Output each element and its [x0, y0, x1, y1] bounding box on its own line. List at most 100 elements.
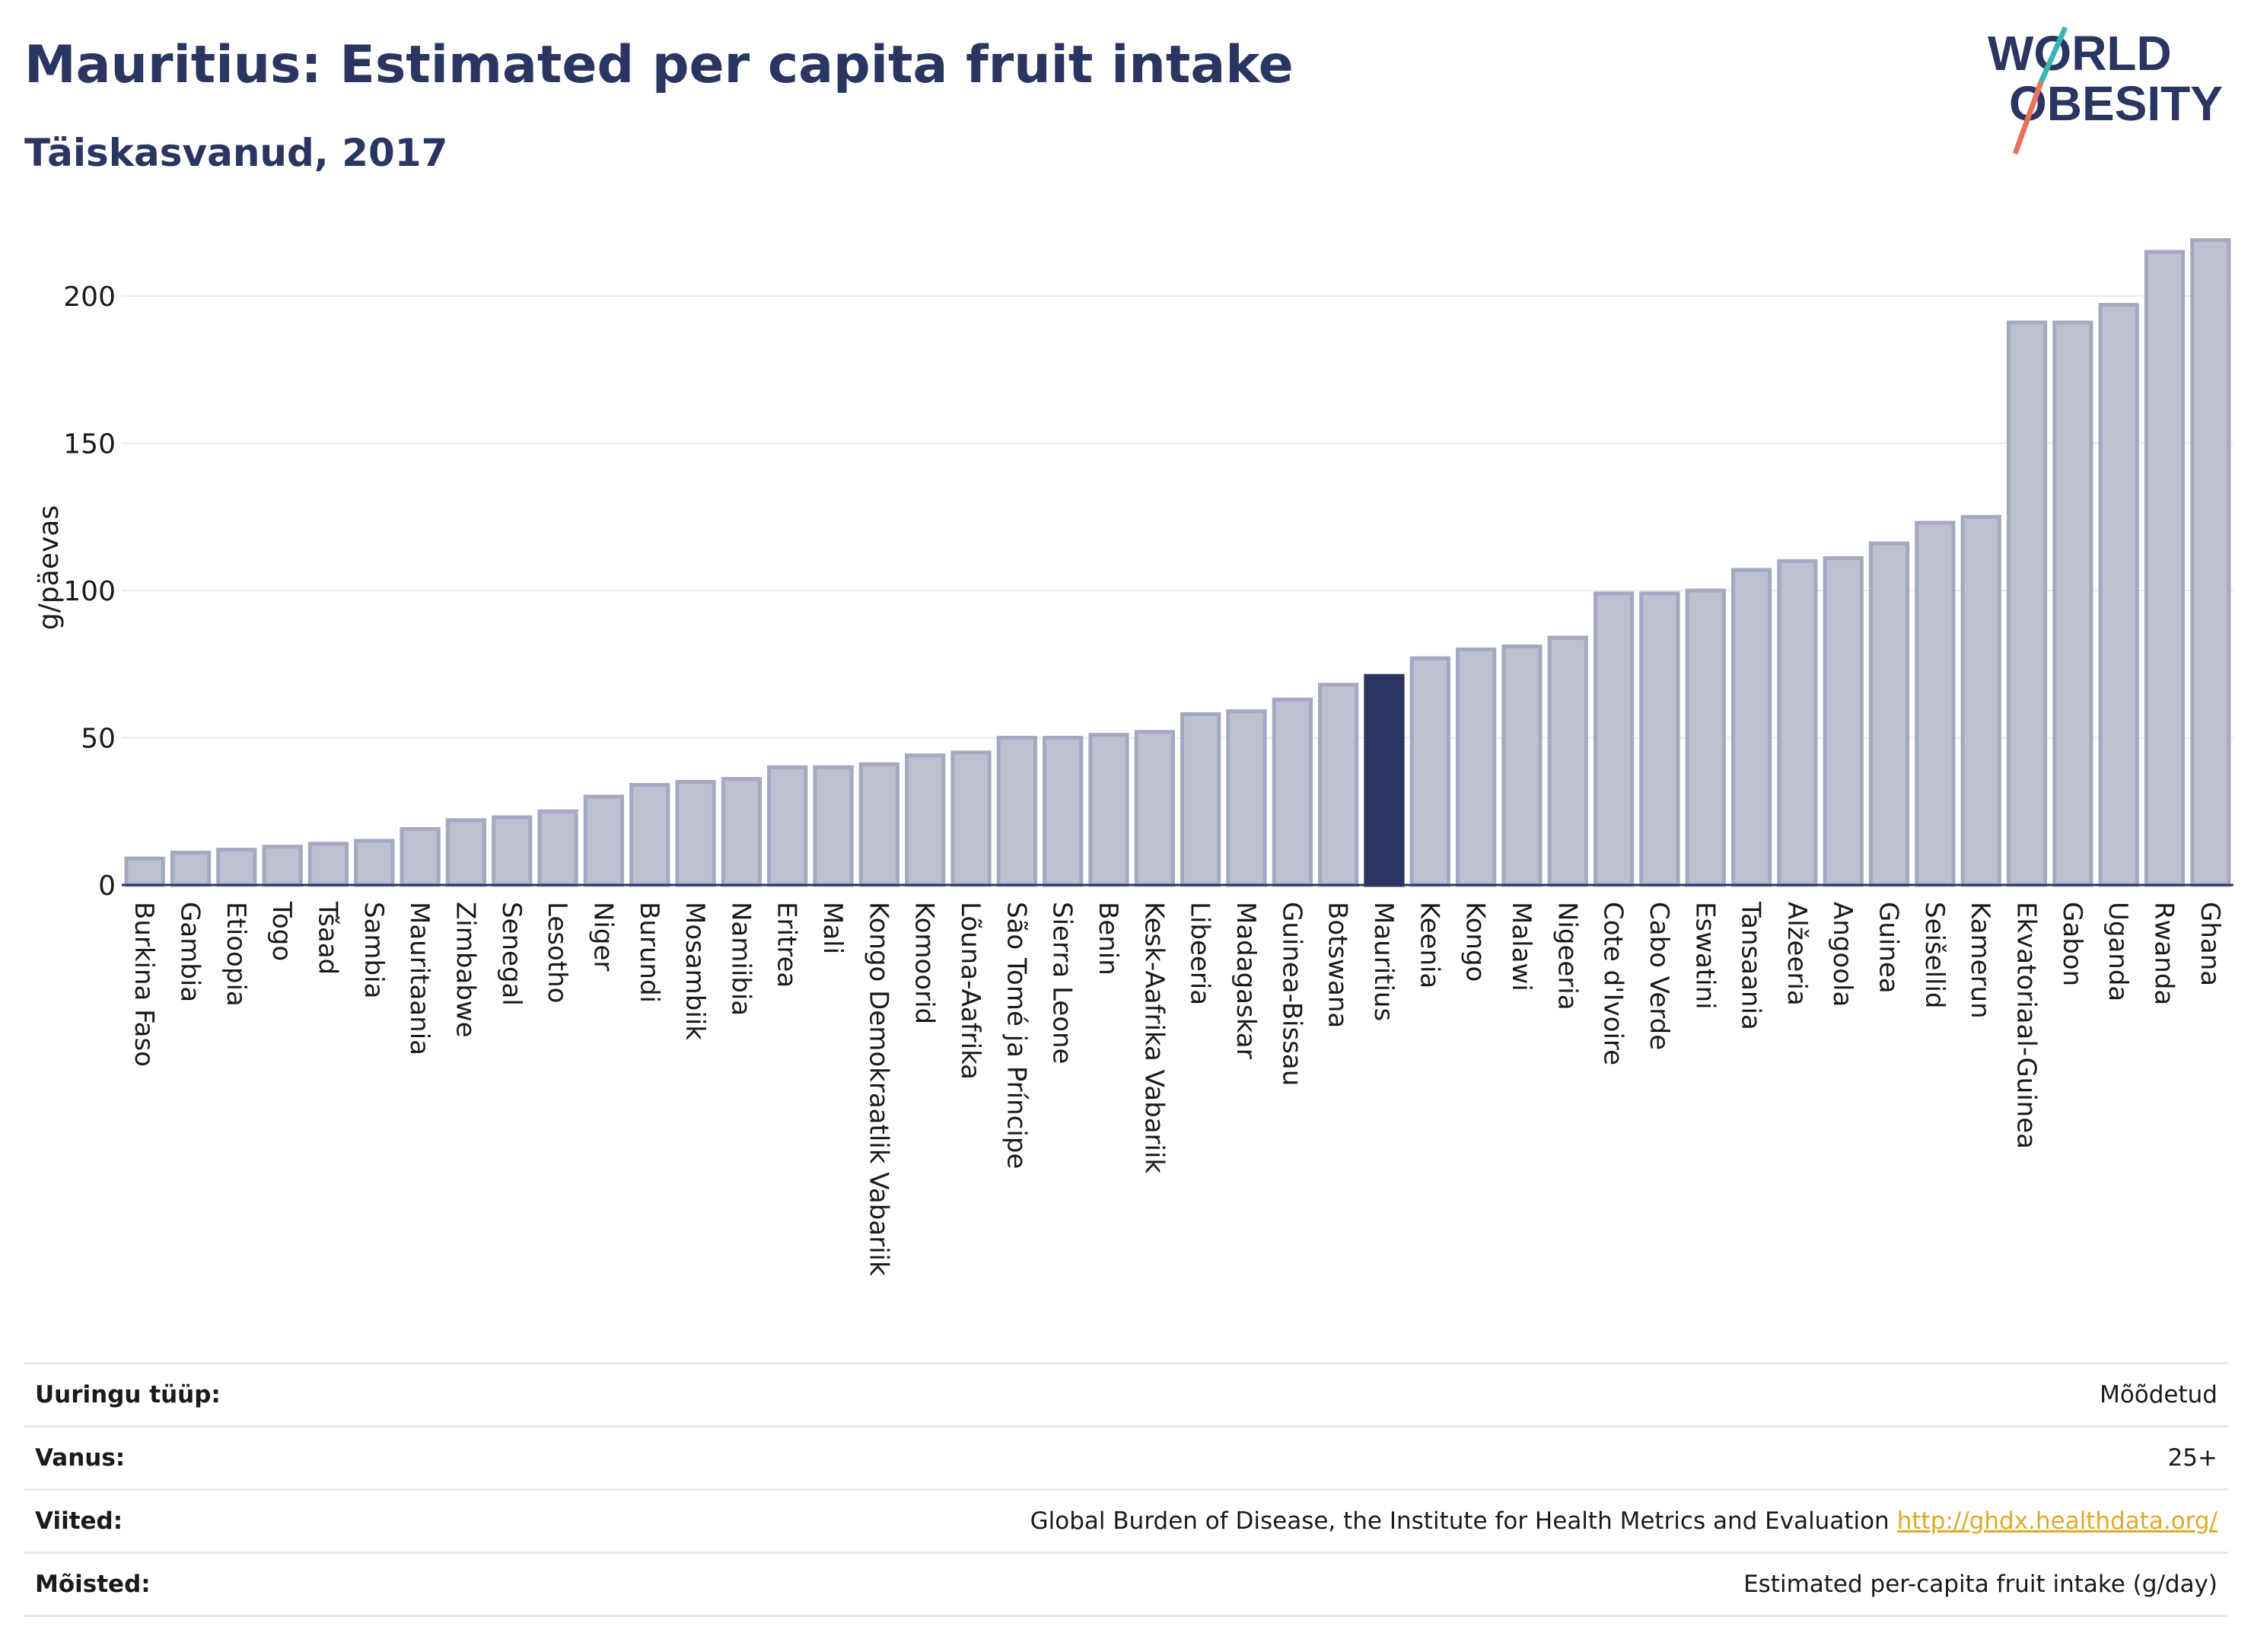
bar-42 [2052, 320, 2093, 887]
bar-17 [905, 753, 946, 887]
meta-value: Mõõdetud [2100, 1381, 2218, 1408]
logo-slash-teal [2038, 26, 2068, 84]
bar-13 [721, 777, 763, 887]
x-tick-label: Mosambiik [680, 902, 710, 1040]
x-tick-label: Seišellid [1919, 902, 1950, 1009]
bar-33 [1639, 591, 1680, 887]
bar-chart: 0 50 100 150 200 Burkina Faso Gambia Etioopia T… [33, 237, 2233, 1276]
x-tick-label: Malawi [1506, 902, 1536, 992]
meta-label: Mõisted: [35, 1571, 151, 1598]
x-tick-label: Senegal [496, 902, 527, 1006]
meta-value: Estimated per-capita fruit intake (g/day… [1743, 1571, 2218, 1598]
x-tick-label: Komoorid [909, 902, 940, 1024]
bar-2 [216, 848, 257, 887]
bar-45 [2190, 237, 2231, 887]
x-tick-label: Namiibia [725, 902, 756, 1016]
page-title: Mauritius: Estimated per capita fruit in… [24, 35, 1294, 95]
bar-41 [2006, 320, 2048, 887]
bar-14 [767, 765, 808, 887]
x-tick-label: Eswatini [1689, 902, 1720, 1010]
x-tick-label: Alžeeria [1781, 902, 1812, 1006]
bar-37 [1823, 555, 1864, 887]
y-tick-label: 0 [98, 871, 116, 902]
x-tick-label: Mali [817, 902, 848, 954]
world-obesity-logo: WORLD OBESITY [1988, 26, 2223, 155]
bar-4 [307, 842, 349, 887]
bar-27 [1364, 673, 1405, 887]
x-tick-label: Kesk-Aafrika Vabariik [1138, 902, 1169, 1173]
x-tick-label: Kamerun [1965, 902, 1995, 1019]
bar-29 [1455, 647, 1497, 887]
meta-row-definitions: Mõisted: Estimated per-capita fruit inta… [24, 1554, 2228, 1617]
bar-8 [492, 815, 533, 887]
y-tick-label: 100 [63, 576, 116, 607]
x-tick-label: Kongo [1460, 902, 1491, 982]
bar-7 [445, 818, 487, 887]
bar-6 [400, 826, 441, 887]
meta-row-references: Viited: Global Burden of Disease, the In… [24, 1491, 2228, 1554]
bar-38 [1868, 541, 1910, 887]
x-tick-label: Burkina Faso [129, 902, 159, 1067]
bar-35 [1730, 568, 1772, 887]
x-tick-label: Etioopia [221, 902, 251, 1007]
x-tick-label: Lõuna-Aafrika [955, 902, 985, 1080]
y-axis-label: g/päevas [33, 505, 65, 630]
meta-label: Vanus: [35, 1444, 126, 1472]
bar-39 [1915, 520, 1956, 887]
x-tick-label: Ekvatoriaal-Guinea [2011, 902, 2042, 1149]
bar-0 [124, 856, 165, 887]
x-tick-label: Mauritaania [404, 902, 435, 1055]
bar-23 [1180, 712, 1221, 887]
x-tick-label: Tansaania [1736, 901, 1766, 1030]
bar-16 [858, 762, 900, 887]
meta-row-survey-type: Uuringu tüüp: Mõõdetud [24, 1364, 2228, 1428]
page-subtitle: Täiskasvanud, 2017 [24, 131, 448, 175]
bar-3 [262, 845, 303, 887]
y-tick-label: 150 [63, 429, 116, 460]
x-tick-labels: Burkina Faso Gambia Etioopia Togo Tšaad Sambi… [129, 901, 2225, 1276]
bar-18 [950, 750, 992, 887]
meta-value: Global Burden of Disease, the Institute … [1030, 1507, 1890, 1535]
source-link[interactable]: http://ghdx.healthdata.org/ [1896, 1507, 2218, 1535]
x-tick-label: Gambia [174, 902, 205, 1002]
bar-9 [537, 809, 578, 887]
x-tick-label: Togo [266, 901, 297, 961]
x-tick-label: Rwanda [2149, 902, 2179, 1005]
x-tick-label: Ghana [2195, 902, 2225, 986]
y-tick-label: 200 [63, 282, 116, 313]
x-tick-label: Tšaad [312, 901, 342, 975]
bar-44 [2144, 250, 2186, 887]
bar-11 [629, 782, 670, 887]
x-tick-label: Niger [587, 902, 618, 971]
x-tick-label: Botswana [1323, 902, 1353, 1028]
bar-36 [1777, 559, 1818, 887]
bar-34 [1685, 588, 1726, 887]
bar-19 [996, 736, 1037, 887]
x-tick-label: Cote d'Ivoire [1598, 902, 1629, 1065]
x-tick-label: Burundi [634, 902, 664, 1003]
x-tick-label: Sierra Leone [1047, 902, 1078, 1064]
metadata-table: Uuringu tüüp: Mõõdetud Vanus: 25+ Viited… [24, 1362, 2228, 1617]
meta-value: 25+ [2167, 1444, 2218, 1472]
x-tick-label: Cabo Verde [1644, 902, 1674, 1050]
logo-text-world: WORLD [1988, 26, 2172, 81]
bar-22 [1134, 730, 1175, 887]
bar-10 [583, 794, 625, 887]
x-tick-label: Keenia [1414, 902, 1444, 988]
x-tick-label: Kongo Demokraatlik Vabariik [863, 902, 893, 1276]
x-tick-label: Zimbabwe [450, 902, 480, 1038]
x-tick-label: Angoola [1827, 902, 1858, 1007]
x-tick-label: Benin [1093, 902, 1123, 976]
x-tick-label: Madagaskar [1231, 902, 1261, 1059]
bar-21 [1088, 733, 1129, 887]
x-tick-label: Sambia [358, 902, 389, 998]
meta-row-age: Vanus: 25+ [24, 1428, 2228, 1491]
x-tick-label: Eritrea [772, 902, 802, 988]
meta-label: Viited: [35, 1507, 123, 1535]
x-tick-label: Uganda [2103, 902, 2133, 1001]
x-tick-label: Mauritius [1368, 902, 1399, 1021]
x-tick-label: Gabon [2057, 902, 2087, 986]
bar-24 [1226, 709, 1267, 887]
x-tick-label: Guinea-Bissau [1276, 902, 1307, 1086]
logo-slash-coral [2012, 81, 2044, 155]
